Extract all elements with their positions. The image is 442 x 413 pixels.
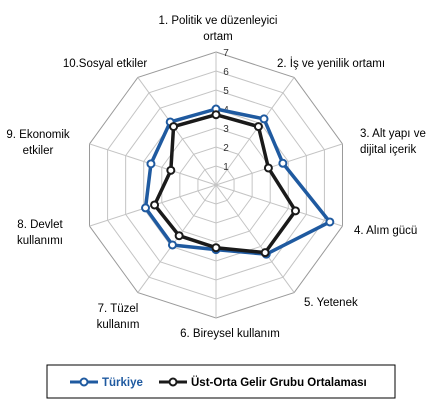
- category-label-9: 9. Ekonomik etkiler: [6, 129, 70, 157]
- data-point: [146, 159, 156, 169]
- series-1: [150, 110, 301, 258]
- category-label-1: 1. Politik ve düzenleyici ortam: [159, 15, 278, 43]
- legend-label-ust-orta-gelir: Üst-Orta Gelir Grubu Ortalaması: [191, 376, 367, 389]
- data-point: [291, 206, 301, 216]
- grid-spoke-2: [215, 77, 295, 186]
- category-label-4: 4. Alım gücü: [354, 225, 417, 237]
- legend-item-turkiye: Türkiye: [70, 377, 143, 389]
- category-label-3: 3. Alt yapı ve dijital içerik: [360, 128, 426, 156]
- grid-spoke-5: [215, 184, 295, 293]
- category-label-10: 10.Sosyal etkiler: [63, 58, 148, 70]
- data-point: [211, 110, 221, 120]
- radial-tick-label: 1: [223, 162, 229, 173]
- radial-tick-label: 2: [223, 143, 229, 154]
- data-point: [166, 165, 176, 175]
- category-label-5: 5. Yetenek: [304, 297, 358, 309]
- data-point: [169, 122, 179, 132]
- category-label-8: 8. Devlet kullanımı: [17, 219, 64, 247]
- legend-label-turkiye: Türkiye: [102, 377, 143, 389]
- legend-item-ust-orta-gelir: Üst-Orta Gelir Grubu Ortalaması: [159, 376, 367, 389]
- legend: Türkiye Üst-Orta Gelir Grubu Ortalaması: [46, 364, 396, 399]
- category-label-6: 6. Bireysel kullanım: [180, 328, 280, 340]
- legend-swatch-marker-turkiye: [79, 377, 89, 387]
- data-point: [167, 240, 177, 250]
- category-label-7: 7. Tüzel kullanım: [97, 303, 140, 331]
- data-point: [263, 163, 273, 173]
- data-point: [259, 114, 269, 124]
- radial-tick-label: 5: [223, 86, 229, 97]
- grid-spoke-10: [137, 77, 217, 186]
- data-point: [325, 217, 335, 227]
- data-series: [141, 104, 335, 259]
- category-labels: 1. Politik ve düzenleyici ortam 2. İş ve y…: [6, 15, 426, 340]
- category-label-2: 2. İş ve yenilik ortamı: [277, 57, 385, 70]
- data-point: [260, 248, 270, 258]
- grid-spoke-4: [215, 184, 343, 227]
- series-line-1: [152, 112, 298, 255]
- radar-grid: [89, 51, 343, 319]
- data-point: [141, 203, 151, 213]
- radial-tick-label: 3: [223, 124, 229, 135]
- data-point: [278, 158, 288, 168]
- data-point: [253, 122, 263, 132]
- data-point: [174, 231, 184, 241]
- data-point: [211, 243, 221, 253]
- legend-swatch-marker-ust-orta-gelir: [168, 377, 178, 387]
- radial-tick-label: 6: [223, 67, 229, 78]
- radial-tick-label: 7: [223, 48, 229, 59]
- legend-box: [46, 364, 396, 399]
- data-point: [150, 200, 160, 210]
